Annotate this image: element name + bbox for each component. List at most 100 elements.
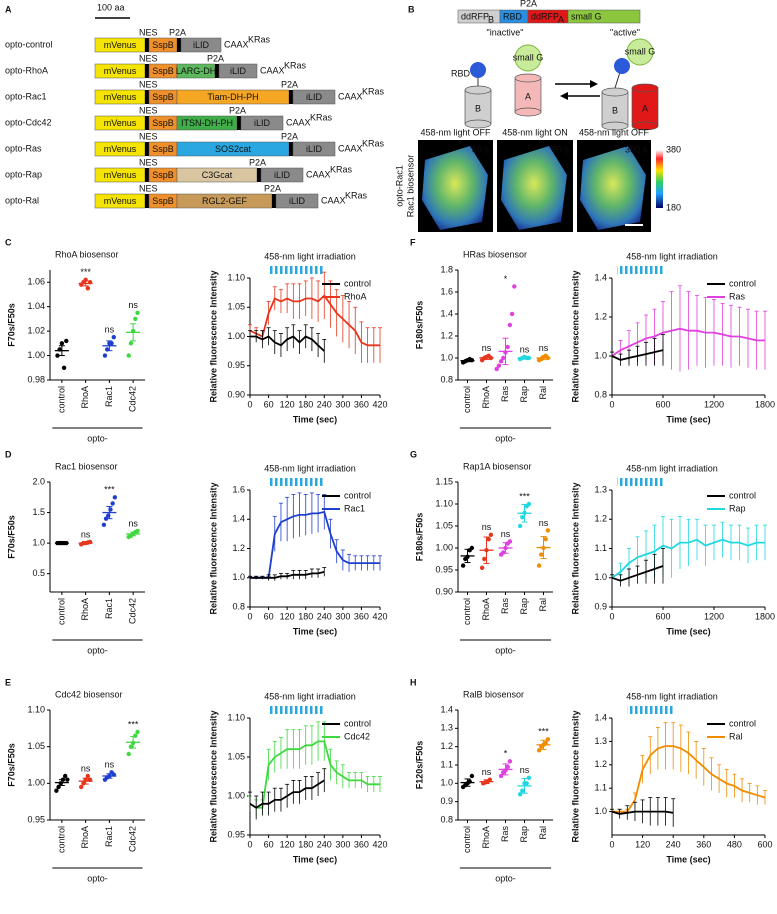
x-tick-label: control — [462, 598, 472, 625]
p2a-label: P2A — [249, 157, 266, 167]
data-point — [135, 310, 140, 315]
data-point — [133, 733, 138, 738]
data-point — [460, 563, 466, 568]
legend-label: Ras — [729, 291, 746, 301]
x-axis-label: Time (sec) — [666, 626, 710, 636]
y-axis-label: Relative fluorescence Intensity — [570, 710, 580, 842]
x-tick-label: 60 — [264, 611, 274, 621]
y-tick-label: 1.4 — [594, 712, 607, 722]
x-tick-label: Ras — [500, 598, 510, 615]
y-tick-label: 1.02 — [27, 325, 45, 335]
cylinder-bottom — [514, 107, 542, 117]
image-time: 390 s — [625, 144, 648, 154]
construct-name: opto-Rap — [5, 169, 42, 179]
construct-name: opto-Cdc42 — [5, 117, 52, 127]
p2a-linker — [215, 64, 219, 78]
arrowhead — [560, 92, 568, 100]
x-tick-label: Ral — [538, 826, 548, 840]
chart-title: Rac1 biosensor — [55, 461, 118, 471]
y-axis-label: F70s/F50s — [6, 303, 16, 347]
x-axis-label: Time (sec) — [666, 854, 710, 864]
x-tick-label: Cdc42 — [128, 598, 138, 624]
x-tick-label: 120 — [280, 611, 295, 621]
data-line — [611, 538, 765, 579]
significance-label: *** — [80, 267, 91, 277]
x-tick-label: Ral — [538, 598, 548, 612]
cylinder-top — [464, 85, 492, 95]
p2a-linker — [237, 116, 241, 130]
data-point — [517, 523, 523, 529]
cylinder-bottom — [464, 119, 492, 129]
nes-linker — [145, 90, 149, 104]
p2a-label: P2A — [281, 79, 298, 89]
y-tick-label: 1.04 — [27, 301, 45, 311]
significance-label: *** — [128, 719, 139, 729]
y-tick-label: 1.5 — [32, 507, 45, 517]
x-tick-label: 60 — [264, 839, 274, 849]
y-tick-label: 1.10 — [435, 498, 453, 508]
construct-segment — [567, 9, 641, 24]
cylinder-bottom — [601, 121, 629, 131]
data-point — [102, 353, 108, 358]
image-time: 90 s — [552, 144, 570, 154]
data-point — [110, 501, 115, 506]
y-tick-label: 1.4 — [440, 704, 453, 714]
nes-label: NES — [139, 53, 158, 63]
x-tick-label: 600 — [655, 399, 670, 409]
domain-label: mVenus — [104, 92, 137, 102]
light-irradiation — [627, 706, 674, 714]
y-tick-label: 1.05 — [227, 751, 245, 761]
light-irradiation — [268, 706, 325, 714]
domain-label: SOS2cat — [215, 144, 252, 154]
data-point — [509, 311, 515, 317]
rbd-ball — [470, 62, 486, 78]
data-point — [526, 501, 532, 507]
rbd-ball — [614, 58, 630, 74]
y-tick-label: 1.00 — [227, 331, 245, 341]
state-label: "active" — [610, 27, 640, 37]
cylinder-top — [631, 83, 659, 93]
caax-label: CAAX — [306, 169, 331, 179]
x-tick-label: 300 — [335, 611, 350, 621]
domain-label: mVenus — [104, 144, 137, 154]
domain-label: mVenus — [104, 196, 137, 206]
annotation: 458-nm light irradiation — [626, 463, 718, 473]
domain — [292, 89, 336, 105]
x-tick-label: RhoA — [80, 826, 90, 849]
data-point — [85, 773, 91, 779]
x-tick-label: Rac1 — [104, 826, 114, 847]
state-label: "inactive" — [487, 27, 524, 37]
data-point — [498, 773, 504, 779]
y-axis-label: Relative fluorescence Intensity — [570, 482, 580, 614]
small-g-ball — [514, 44, 542, 72]
data-point — [482, 556, 487, 562]
x-tick-label: RhoA — [481, 386, 491, 409]
data-point — [59, 341, 65, 346]
legend-label: RhoA — [344, 291, 367, 301]
nes-label: NES — [139, 131, 158, 141]
significance-label: ns — [81, 529, 91, 539]
data-point — [543, 740, 548, 746]
caax-superscript: KRas — [362, 138, 385, 148]
linker — [614, 71, 621, 89]
light-irradiation — [268, 478, 325, 486]
caax-superscript: KRas — [310, 112, 333, 122]
segment-label: ddRFP — [461, 11, 489, 21]
domain-label: SspB — [152, 40, 174, 50]
significance-label: ns — [539, 343, 549, 353]
x-tick-label: Ras — [500, 826, 510, 843]
x-tick-label: 120 — [280, 399, 295, 409]
x-tick-label: 360 — [354, 839, 369, 849]
y-tick-label: 1.4 — [440, 308, 453, 318]
domain-label: C3Gcat — [202, 170, 233, 180]
data-point — [103, 516, 109, 521]
light-irradiation — [617, 478, 663, 486]
nes-label: NES — [139, 105, 158, 115]
x-tick-label: 60 — [264, 399, 274, 409]
cylinder — [514, 77, 542, 113]
p2a-label: P2A — [207, 53, 224, 63]
data-point — [517, 792, 523, 797]
panel-label: E — [5, 677, 11, 687]
p2a-linker — [272, 194, 276, 208]
y-tick-label: 1.1 — [594, 783, 607, 793]
